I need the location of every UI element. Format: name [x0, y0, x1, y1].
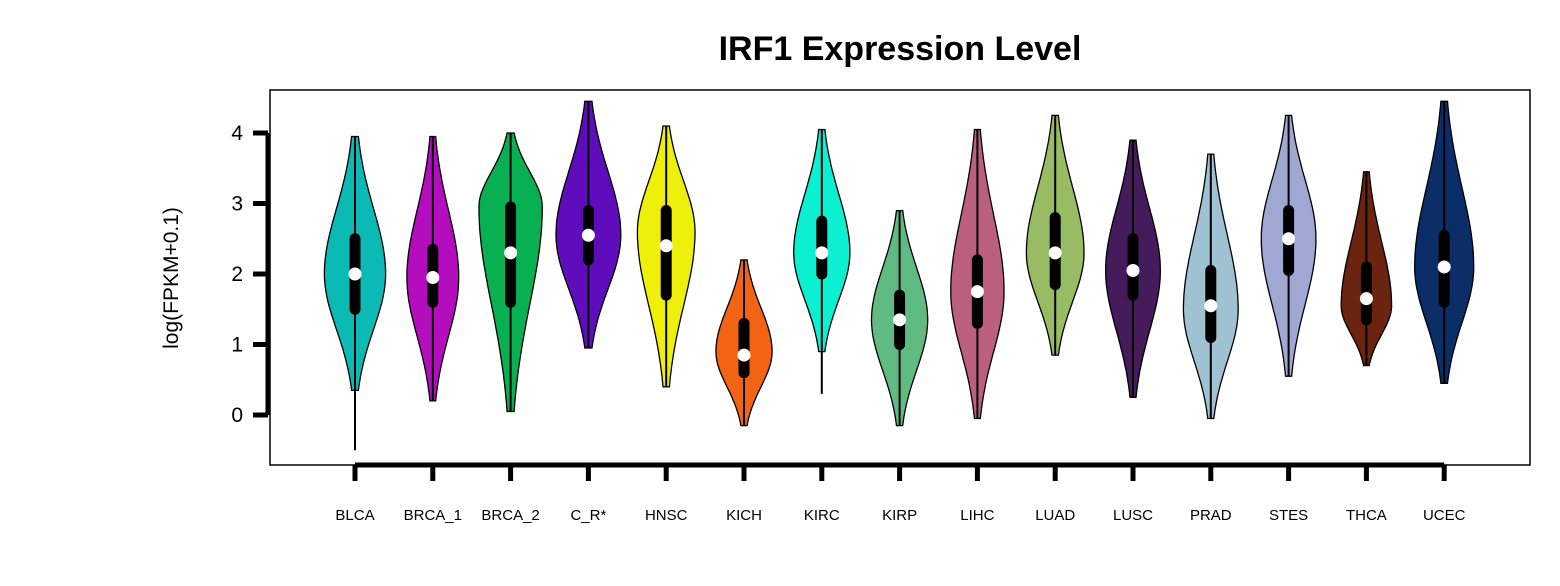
x-tick-label: C_R* [570, 507, 606, 524]
y-axis-label: log(FPKM+0.1) [160, 207, 183, 349]
violin-median-dot [1204, 299, 1218, 313]
violin-thca [1340, 171, 1393, 367]
violin-prad [1182, 153, 1239, 420]
violin-median-dot [659, 239, 673, 253]
violin-c-r [555, 100, 622, 349]
violin-median-dot [893, 313, 907, 327]
violin-median-dot [504, 246, 518, 260]
x-tick-label: LUSC [1113, 507, 1153, 524]
x-tick-label: LUAD [1035, 507, 1075, 524]
violin-hnsc [636, 125, 696, 388]
violin-median-dot [815, 246, 829, 260]
x-tick-label: THCA [1346, 507, 1387, 524]
y-axis: 0 1 2 3 4 [231, 122, 271, 427]
violin-median-dot [1126, 263, 1140, 277]
x-tick-label: UCEC [1423, 507, 1466, 524]
x-tick-label: BRCA_1 [404, 507, 462, 524]
violin-kirc [793, 128, 851, 394]
violin-stes [1260, 114, 1317, 377]
x-tick-label: HNSC [645, 507, 688, 524]
violin-brca-1 [406, 135, 460, 402]
violin-brca-2 [478, 132, 543, 413]
violin-median-dot [426, 271, 440, 285]
x-tick-label: KIRC [804, 507, 840, 524]
violin-blca [323, 135, 387, 451]
violin-median-dot [1437, 260, 1451, 274]
violin-lusc [1105, 139, 1161, 399]
x-tick-label: BLCA [335, 507, 374, 524]
violin-median-dot [737, 348, 751, 362]
violin-median-dot [348, 267, 362, 281]
x-tick-label: BRCA_2 [481, 507, 539, 524]
violin-median-dot [970, 285, 984, 299]
x-axis: BLCA BRCA_1 BRCA_2 C_R* HNSC KICH KIRC KIRP LIHC… [335, 462, 1466, 524]
violin-kirp [870, 209, 929, 427]
x-tick-label: KICH [726, 507, 762, 524]
violin-ucec [1414, 100, 1475, 384]
violin-median-dot [581, 228, 595, 242]
violin-luad [1025, 114, 1085, 356]
violin-median-dot [1359, 292, 1373, 306]
y-tick-label: 0 [231, 404, 243, 427]
violin-lihc [950, 128, 1005, 420]
violin-median-dot [1048, 246, 1062, 260]
violin-kich [715, 259, 773, 427]
x-tick-label: LIHC [960, 507, 994, 524]
x-tick-label: PRAD [1190, 507, 1232, 524]
y-tick-label: 3 [231, 193, 243, 216]
violin-median-dot [1282, 232, 1296, 246]
y-tick-label: 2 [231, 263, 243, 286]
x-tick-label: STES [1269, 507, 1308, 524]
y-tick-label: 4 [231, 122, 243, 145]
violins-layer [323, 100, 1475, 451]
y-tick-label: 1 [231, 334, 243, 357]
x-tick-label: KIRP [882, 507, 917, 524]
chart-title: IRF1 Expression Level [719, 30, 1082, 68]
